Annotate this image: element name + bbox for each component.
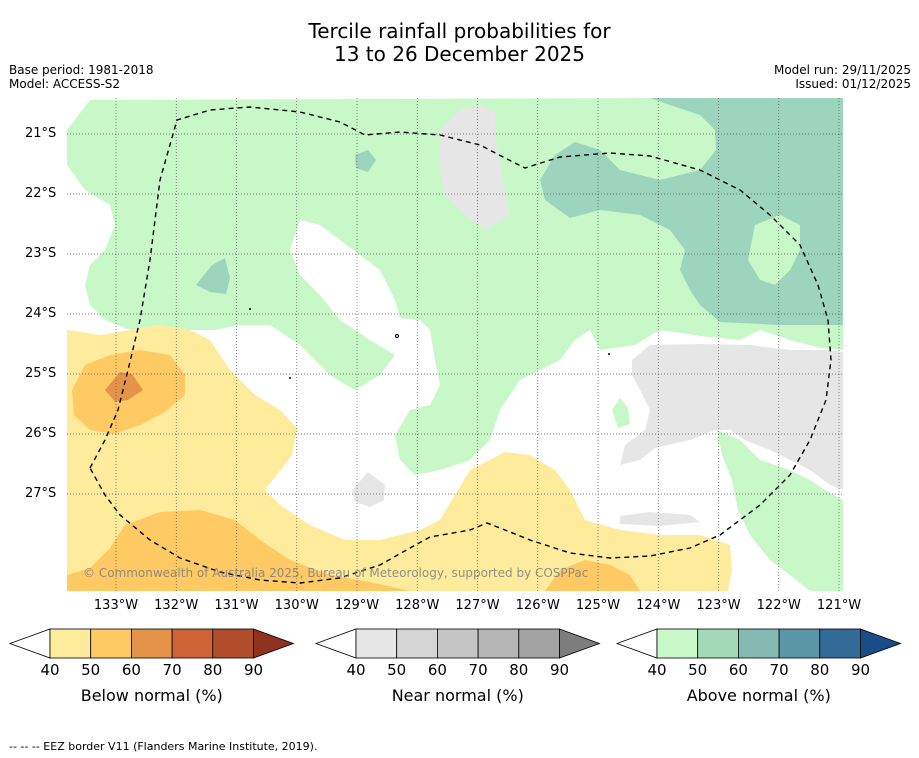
longitude-label: 123°W <box>696 598 741 613</box>
run-info: Model run: 29/11/2025 Issued: 01/12/2025 <box>774 63 911 91</box>
above-normal-60-patch-b <box>196 258 230 294</box>
latitude-label: 25°S <box>25 366 57 381</box>
near-normal-colorbar-tick: 90 <box>549 661 570 679</box>
near-normal-colorbar-bin <box>396 628 438 659</box>
below-normal-colorbar-bin <box>212 628 254 659</box>
below-normal-colorbar-tick: 80 <box>203 661 223 679</box>
near-normal-colorbar-bin <box>477 628 520 659</box>
title-line-2: 13 to 26 December 2025 <box>333 42 585 66</box>
near-normal-colorbar-bin <box>518 628 560 659</box>
title-line-1: Tercile rainfall probabilities for <box>308 19 611 43</box>
below-normal-60-south <box>67 510 410 591</box>
latitude-label: 21°S <box>25 126 57 141</box>
below-normal-colorbar-tick: 40 <box>40 661 60 679</box>
near-normal-colorbar-tick: 70 <box>468 661 488 679</box>
below-normal-colorbar-bin <box>49 628 92 659</box>
longitude-label: 130°W <box>274 598 319 613</box>
below-normal-colorbar-bin <box>171 628 214 659</box>
longitude-label: 132°W <box>154 598 199 613</box>
above-normal-colorbar-tick: 50 <box>688 661 708 679</box>
below-normal-colorbar-tick: 70 <box>162 661 182 679</box>
eez-footnote: -- -- -- EEZ border V11 (Flanders Marine… <box>9 740 318 753</box>
above-normal-colorbar-tick: 60 <box>728 661 748 679</box>
above-normal-colorbar-under <box>615 628 658 659</box>
near-normal-colorbar-tick: 50 <box>387 661 407 679</box>
near-normal-colorbar-tick: 40 <box>346 661 366 679</box>
below-normal-colorbar-under <box>8 628 51 659</box>
longitude-label: 133°W <box>93 598 139 613</box>
near-normal-colorbar-label: Near normal (%) <box>391 686 524 705</box>
below-normal-70-core <box>105 372 143 402</box>
above-normal-50-islet <box>612 398 630 428</box>
map-title: Tercile rainfall probabilities for 13 to… <box>0 20 919 66</box>
near-normal-colorbar-tick: 60 <box>427 661 447 679</box>
graticule <box>67 98 843 591</box>
longitude-label: 127°W <box>455 598 500 613</box>
longitude-label: 125°W <box>575 598 621 613</box>
longitude-label: 128°W <box>395 598 440 613</box>
near-normal-colorbar-bin <box>436 628 479 659</box>
above-normal-50-southeast <box>717 430 843 591</box>
near-normal-south <box>620 512 700 526</box>
above-normal-colorbar-bin <box>656 628 699 659</box>
above-normal-colorbar-over <box>860 628 902 659</box>
latitude-label: 22°S <box>25 186 57 201</box>
island-marker <box>608 353 610 355</box>
model-name: Model: ACCESS-S2 <box>9 77 121 91</box>
near-normal-patch <box>352 472 385 507</box>
issued-date: Issued: 01/12/2025 <box>795 77 911 91</box>
island-marker <box>395 334 399 338</box>
latitude-label: 23°S <box>25 246 57 261</box>
above-normal-colorbar-bin <box>697 628 739 659</box>
longitude-label: 131°W <box>214 598 259 613</box>
below-normal-colorbar-tick: 90 <box>243 661 264 679</box>
above-normal-60-patch-a <box>355 150 376 172</box>
longitude-label: 129°W <box>334 598 380 613</box>
above-normal-colorbar-tick: 70 <box>769 661 789 679</box>
longitude-label: 126°W <box>515 598 560 613</box>
near-normal-east <box>620 344 843 490</box>
near-normal-colorbar-over <box>559 628 601 659</box>
model-run: Model run: 29/11/2025 <box>773 63 911 77</box>
above-normal-colorbar-bin <box>778 628 821 659</box>
longitude-label: 121°W <box>816 598 862 613</box>
near-normal-colorbar-bin <box>355 628 398 659</box>
near-normal-north <box>440 105 510 230</box>
below-normal-60-southeast <box>545 560 640 591</box>
above-normal-colorbar-tick: 90 <box>850 661 871 679</box>
below-normal-colorbar-bin <box>130 628 173 659</box>
above-normal-colorbar-bin <box>738 628 780 659</box>
latitude-label: 27°S <box>25 486 57 501</box>
near-normal-colorbar-under <box>314 628 357 659</box>
above-normal-colorbar-tick: 80 <box>810 661 830 679</box>
below-normal-colorbar-label: Below normal (%) <box>80 686 223 705</box>
eez-border <box>89 106 832 584</box>
base-period: Base period: 1981-2018 <box>9 63 154 77</box>
above-normal-colorbar-tick: 40 <box>647 661 667 679</box>
island-marker <box>249 308 251 310</box>
longitude-label: 122°W <box>756 598 801 613</box>
below-normal-colorbar-over <box>253 628 295 659</box>
above-normal-colorbar-bin <box>819 628 861 659</box>
below-normal-colorbar-bin <box>90 628 132 659</box>
near-normal-colorbar-tick: 80 <box>509 661 529 679</box>
island-marker <box>289 377 291 379</box>
below-normal-colorbar-tick: 50 <box>81 661 101 679</box>
model-info: Base period: 1981-2018 Model: ACCESS-S2 <box>9 63 154 91</box>
latitude-label: 26°S <box>25 426 57 441</box>
above-normal-colorbar-label: Above normal (%) <box>686 686 831 705</box>
longitude-label: 124°W <box>636 598 681 613</box>
below-normal-colorbar-tick: 60 <box>121 661 141 679</box>
copyright-notice: © Commonwealth of Australia 2025, Bureau… <box>83 566 589 580</box>
latitude-label: 24°S <box>25 306 57 321</box>
